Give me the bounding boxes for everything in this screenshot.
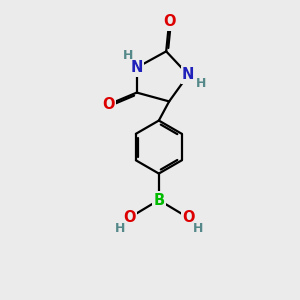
Text: H: H bbox=[193, 222, 203, 236]
Text: N: N bbox=[130, 60, 143, 75]
Text: H: H bbox=[115, 222, 125, 236]
Text: N: N bbox=[182, 68, 194, 82]
Text: O: O bbox=[123, 210, 136, 225]
Text: B: B bbox=[153, 193, 164, 208]
Text: O: O bbox=[182, 210, 194, 225]
Text: H: H bbox=[123, 49, 134, 62]
Text: O: O bbox=[103, 97, 115, 112]
Text: H: H bbox=[196, 77, 206, 90]
Text: O: O bbox=[163, 14, 175, 29]
